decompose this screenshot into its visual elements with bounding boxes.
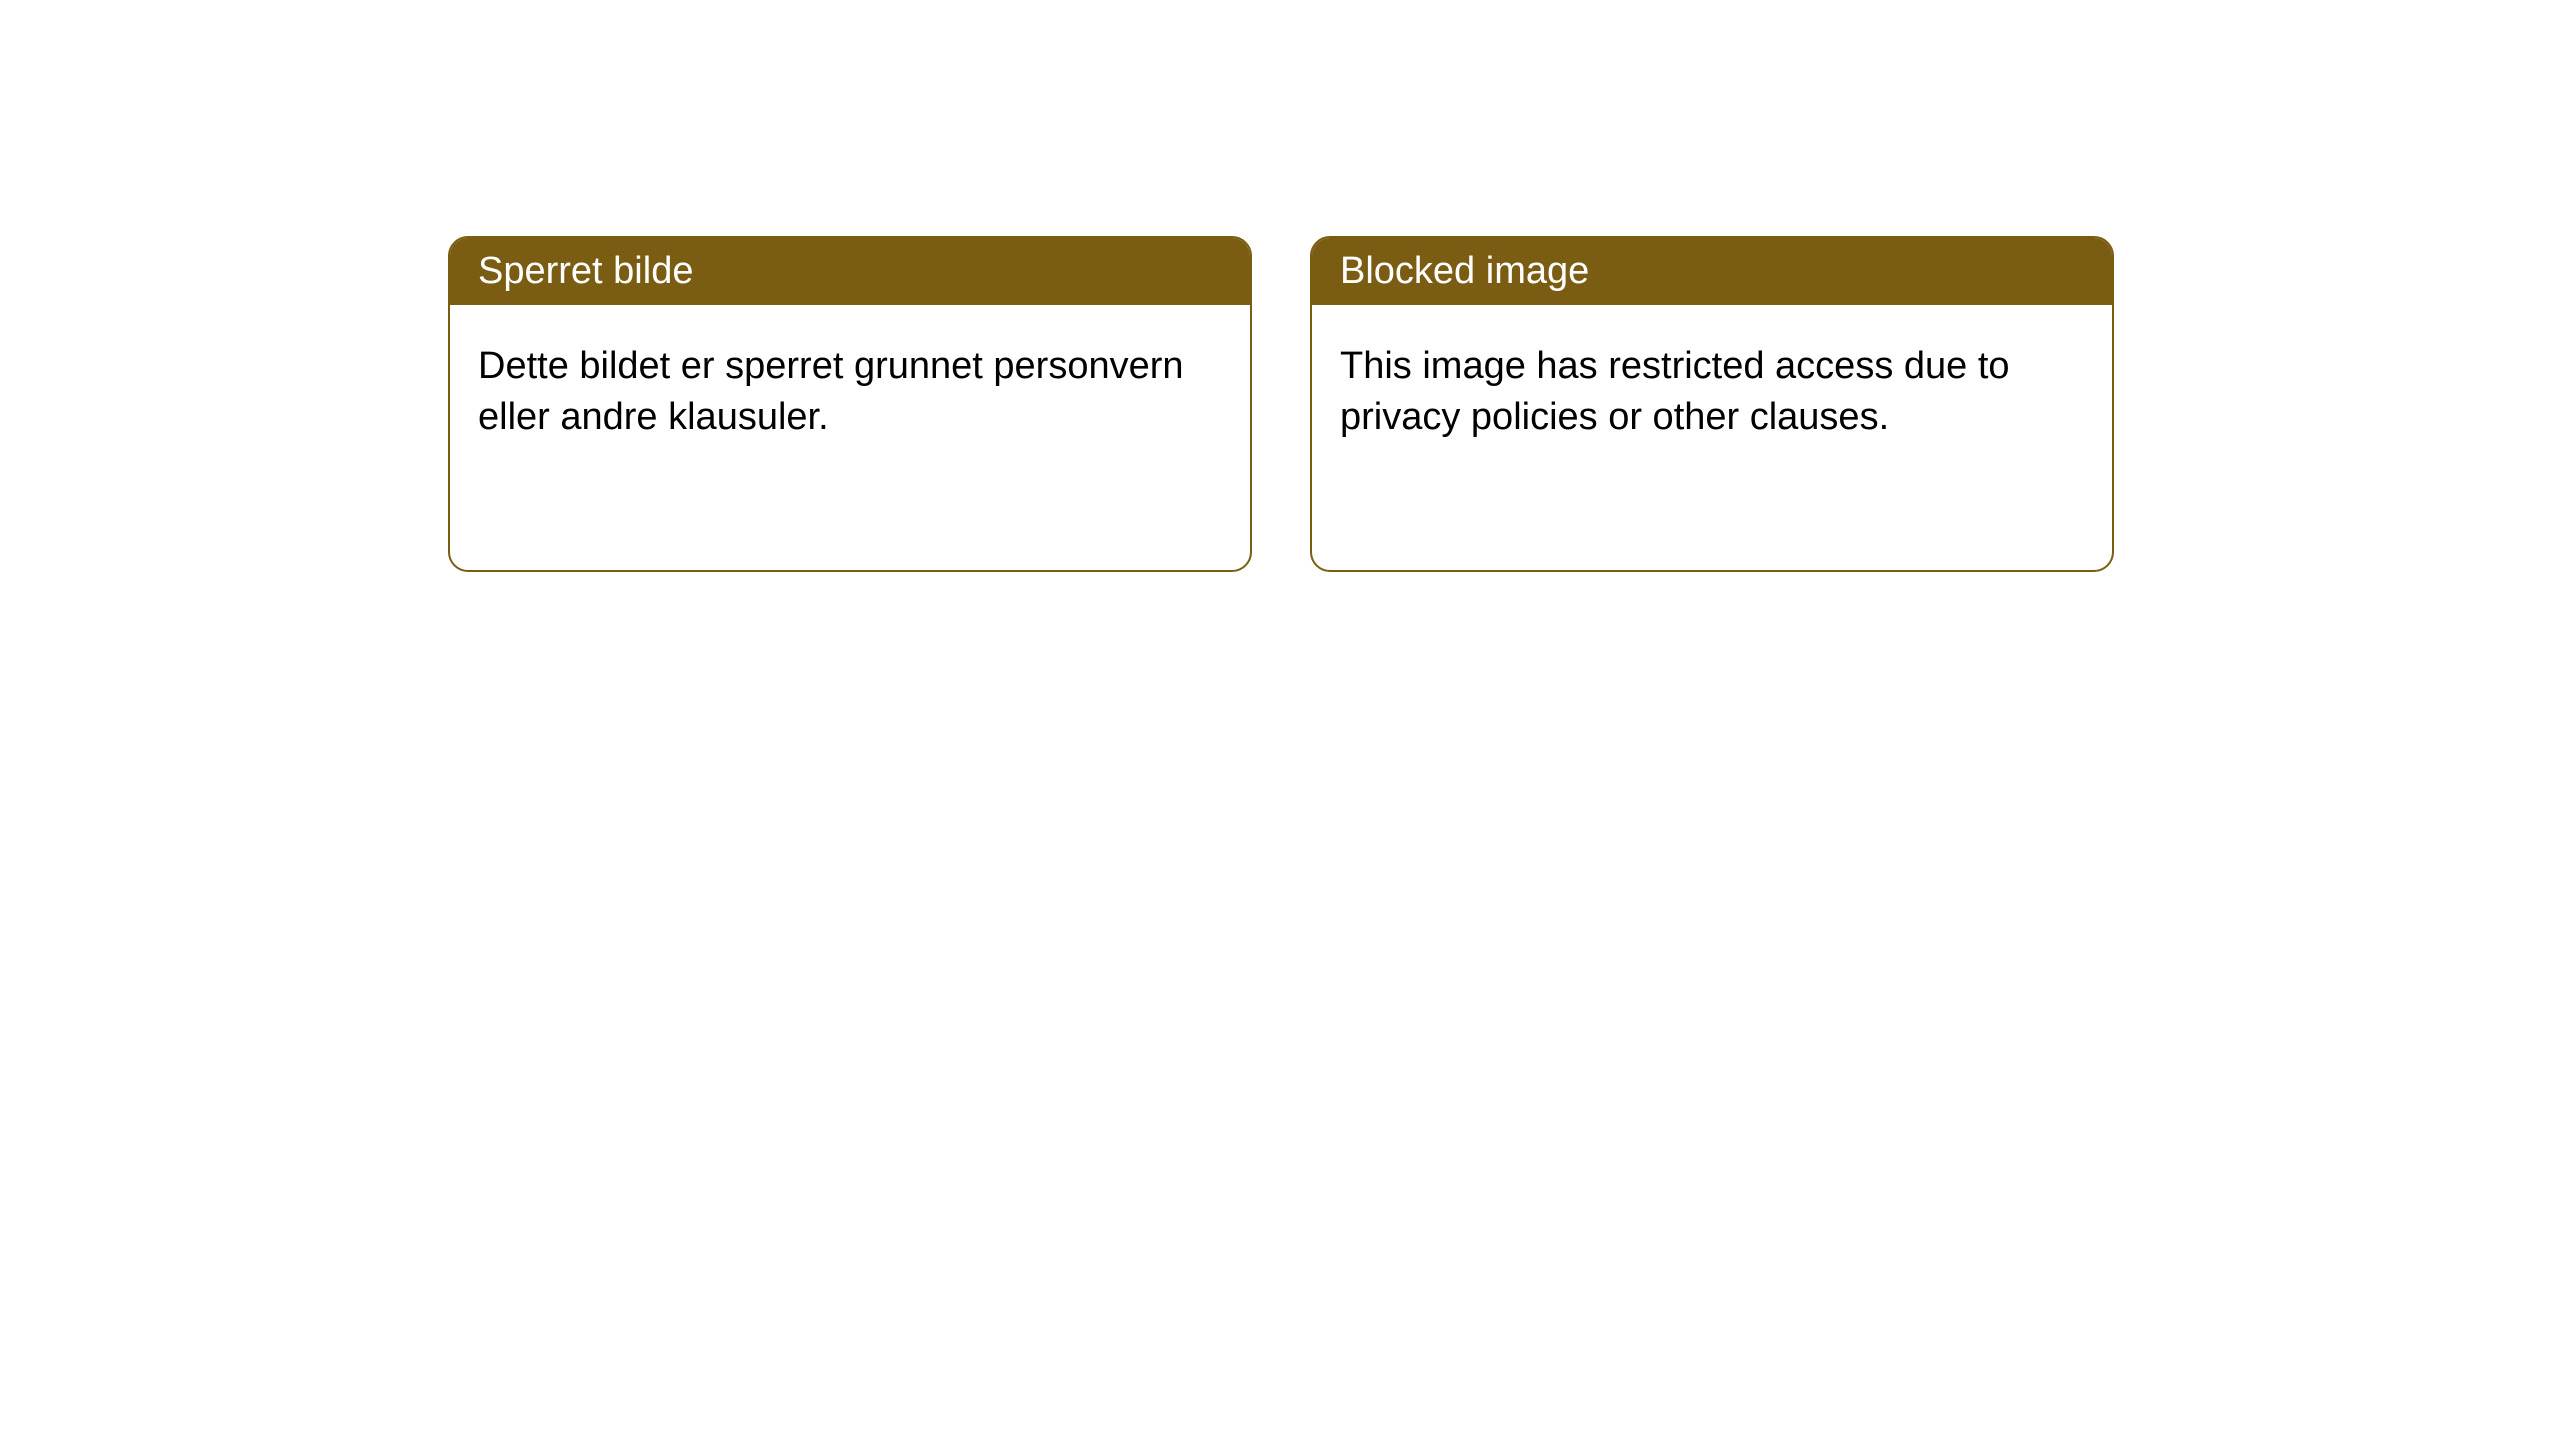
- notice-card-norwegian: Sperret bilde Dette bildet er sperret gr…: [448, 236, 1252, 572]
- notice-title: Sperret bilde: [450, 238, 1250, 305]
- notice-title: Blocked image: [1312, 238, 2112, 305]
- notices-container: Sperret bilde Dette bildet er sperret gr…: [0, 0, 2560, 572]
- notice-card-english: Blocked image This image has restricted …: [1310, 236, 2114, 572]
- notice-body: This image has restricted access due to …: [1312, 305, 2112, 480]
- notice-body: Dette bildet er sperret grunnet personve…: [450, 305, 1250, 480]
